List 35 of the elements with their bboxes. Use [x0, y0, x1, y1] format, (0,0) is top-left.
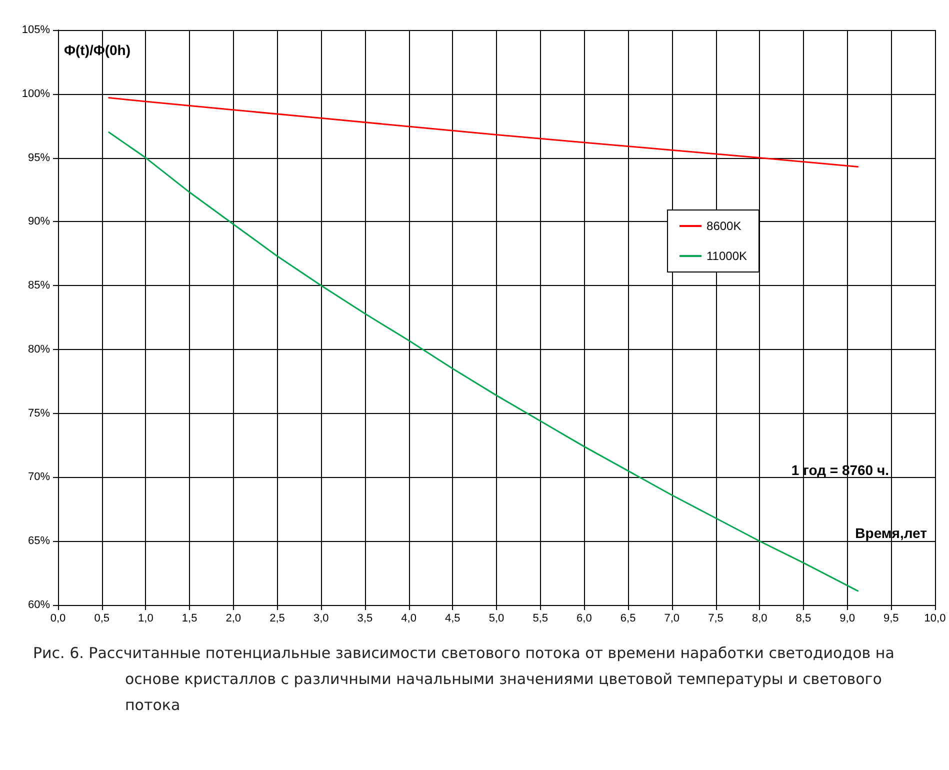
- y-tick-label: 70%: [28, 471, 50, 484]
- x-tick-label: 7,5: [708, 612, 724, 624]
- x-tick-label: 1,5: [182, 612, 198, 624]
- y-tick-label: 105%: [22, 24, 50, 36]
- line-series: [108, 96, 859, 168]
- x-tick-label: 8,0: [752, 612, 768, 624]
- y-tick-label: 100%: [22, 88, 50, 100]
- y-tick-label: 75%: [28, 407, 50, 420]
- legend-label: 8600K: [706, 219, 742, 233]
- x-tick-label: 6,0: [576, 612, 592, 624]
- y-tick-label: 90%: [28, 216, 50, 228]
- text: Рис. 6. Рассчитанные потенциальные зависимости светового потока от времени наработки светодиодов на основе кристаллов с различными начальными значениями цветовой температуры и светового потока: [33, 643, 896, 716]
- x-tick-label: 4,0: [401, 612, 416, 624]
- x-tick-label: 3,5: [357, 612, 373, 624]
- x-tick-label: 7,0: [664, 612, 680, 624]
- x-tick-label: 5,5: [532, 612, 548, 624]
- x-tick-label: 6,5: [620, 612, 636, 624]
- x-tick-label: 0,5: [94, 612, 110, 624]
- y-tick-label: 80%: [28, 343, 50, 356]
- x-tick-label: 2,5: [270, 612, 285, 624]
- x-tick-label: 9,0: [840, 612, 855, 624]
- x-tick-label: 3,0: [313, 612, 329, 624]
- x-tick-label: 0,0: [50, 612, 66, 624]
- x-tick-label: 10,0: [924, 612, 946, 624]
- y-tick-label: 65%: [28, 535, 50, 548]
- y-tick-label: 95%: [28, 152, 50, 164]
- legend-label: 11000K: [706, 249, 747, 263]
- x-tick-label: 1,0: [138, 612, 154, 624]
- x-tick-label: 8,5: [796, 612, 812, 624]
- x-tick-label: 2,0: [226, 612, 242, 624]
- x-tick-label: 5,0: [488, 612, 504, 624]
- y-tick-label: 85%: [28, 280, 50, 292]
- x-tick-label: 9,5: [884, 612, 899, 624]
- y-tick-label: 60%: [28, 599, 50, 611]
- x-tick-label: 4,5: [445, 612, 460, 624]
